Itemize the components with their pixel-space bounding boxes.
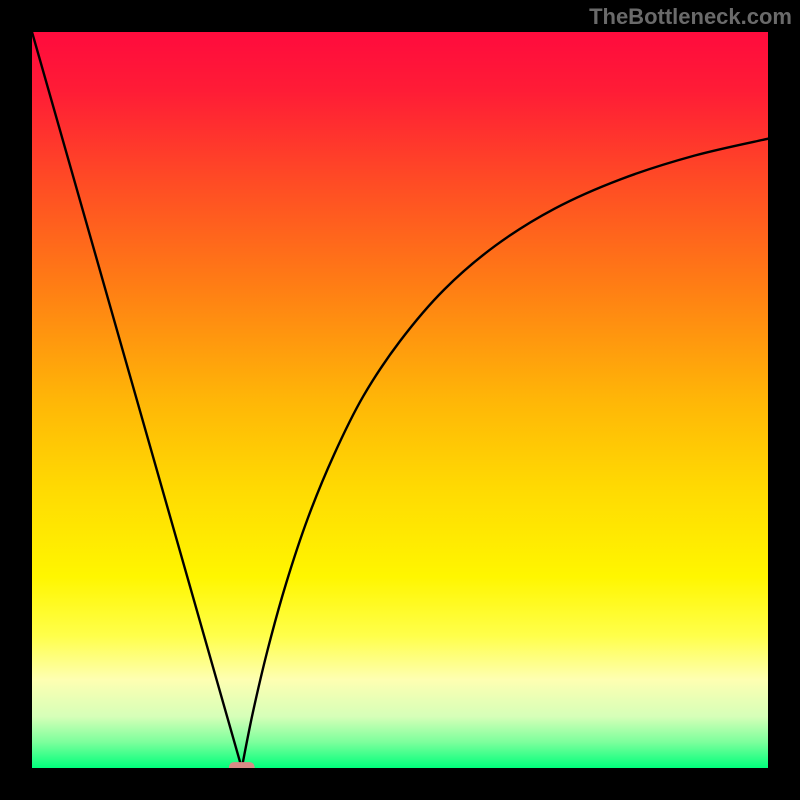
gradient-background [32,32,768,768]
watermark-text: TheBottleneck.com [589,4,792,30]
chart-svg [32,32,768,768]
dip-marker [229,762,255,768]
plot-area [32,32,768,768]
chart-container: { "watermark": { "text": "TheBottleneck.… [0,0,800,800]
